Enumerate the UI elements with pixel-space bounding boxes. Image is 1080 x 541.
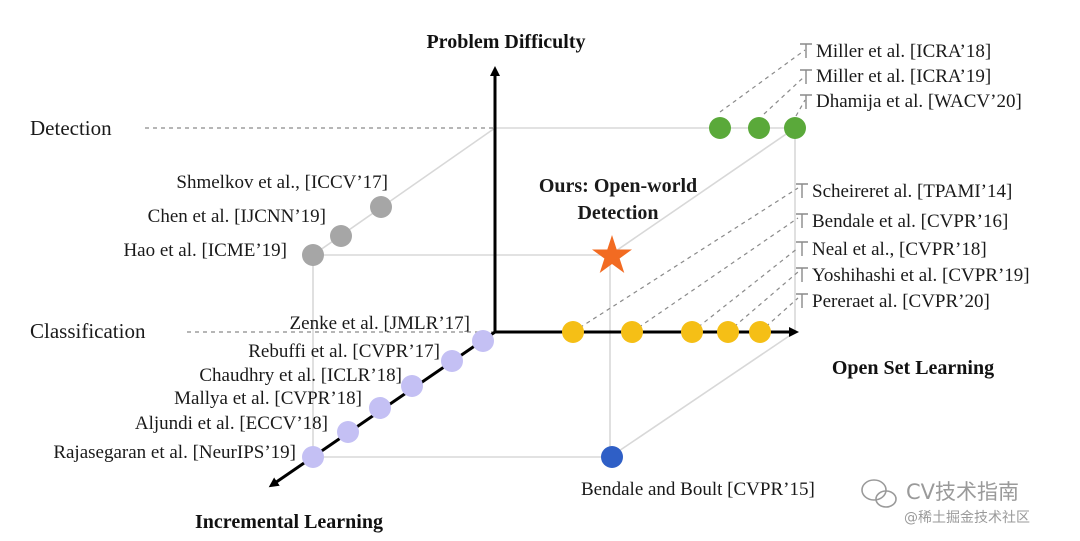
detection-incremental-ref: Hao et al. [ICME’19] (123, 240, 287, 261)
open-set-dot (681, 321, 703, 343)
open-set-ref: Yoshihashi et al. [CVPR’19] (812, 265, 1030, 286)
detection-incremental-group: Shmelkov et al., [ICCV’17] Chen et al. [… (123, 172, 392, 266)
open-incremental-dot (601, 446, 623, 468)
open-set-ref: Pereraet al. [CVPR’20] (812, 291, 990, 312)
open-set-dot (717, 321, 739, 343)
incremental-ref: Aljundi et al. [ECCV’18] (135, 413, 328, 434)
incremental-dot (401, 375, 423, 397)
incremental-ref: Mallya et al. [CVPR’18] (174, 388, 362, 409)
classification-level-label: Classification (30, 319, 146, 343)
incremental-dot (441, 350, 463, 372)
detection-open-set-leaders (719, 49, 806, 117)
detection-incremental-ref: Shmelkov et al., [ICCV’17] (176, 172, 388, 193)
incremental-learning-title: Incremental Learning (195, 511, 383, 533)
detection-open-set-dot (784, 117, 806, 139)
detection-level-label: Detection (30, 116, 112, 140)
open-set-ref: Bendale et al. [CVPR’16] (812, 211, 1008, 232)
open-set-ref: Neal et al., [CVPR’18] (812, 239, 987, 260)
incremental-dot (472, 330, 494, 352)
detection-open-set-ref: Dhamija et al. [WACV’20] (816, 91, 1022, 112)
detection-open-set-dot (709, 117, 731, 139)
incremental-ref: Rajasegaran et al. [NeurIPS’19] (53, 442, 296, 463)
detection-open-set-dot (748, 117, 770, 139)
watermark-title: CV技术指南 (906, 480, 1019, 504)
detection-open-set-ref: Miller et al. [ICRA’19] (816, 66, 991, 87)
open-set-dot (749, 321, 771, 343)
wechat-icon (861, 479, 897, 508)
incremental-dot (302, 446, 324, 468)
problem-difficulty-title: Problem Difficulty (426, 31, 585, 53)
cube-wireframe (312, 127, 796, 458)
detection-incremental-ref: Chen et al. [IJCNN’19] (148, 206, 326, 227)
incremental-ref: Chaudhry et al. [ICLR’18] (199, 365, 402, 386)
ours-label-line1: Ours: Open-world (539, 175, 697, 197)
incremental-dot (369, 397, 391, 419)
detection-incremental-dot (302, 244, 324, 266)
open-incremental-ref: Bendale and Boult [CVPR’15] (581, 479, 815, 500)
open-set-dot (562, 321, 584, 343)
open-set-group: Scheireret al. [TPAMI’14] Bendale et al.… (562, 181, 1030, 343)
label-brackets (796, 43, 812, 308)
open-set-learning-title: Open Set Learning (832, 357, 994, 379)
watermark-subtitle: @稀土掘金技术社区 (904, 510, 1030, 526)
incremental-ref: Zenke et al. [JMLR’17] (290, 313, 470, 334)
detection-incremental-dot (370, 196, 392, 218)
incremental-group: Zenke et al. [JMLR’17] Rebuffi et al. [C… (53, 313, 494, 468)
detection-incremental-dot (330, 225, 352, 247)
incremental-dot (337, 421, 359, 443)
detection-open-set-group: Miller et al. [ICRA’18] Miller et al. [I… (709, 41, 1022, 139)
watermark: CV技术指南 @稀土掘金技术社区 (861, 479, 1030, 526)
open-set-ref: Scheireret al. [TPAMI’14] (812, 181, 1012, 202)
ours-star-icon (592, 235, 632, 273)
ours-label-line2: Detection (577, 202, 658, 224)
open-set-dot (621, 321, 643, 343)
detection-open-set-ref: Miller et al. [ICRA’18] (816, 41, 991, 62)
incremental-ref: Rebuffi et al. [CVPR’17] (248, 341, 440, 362)
